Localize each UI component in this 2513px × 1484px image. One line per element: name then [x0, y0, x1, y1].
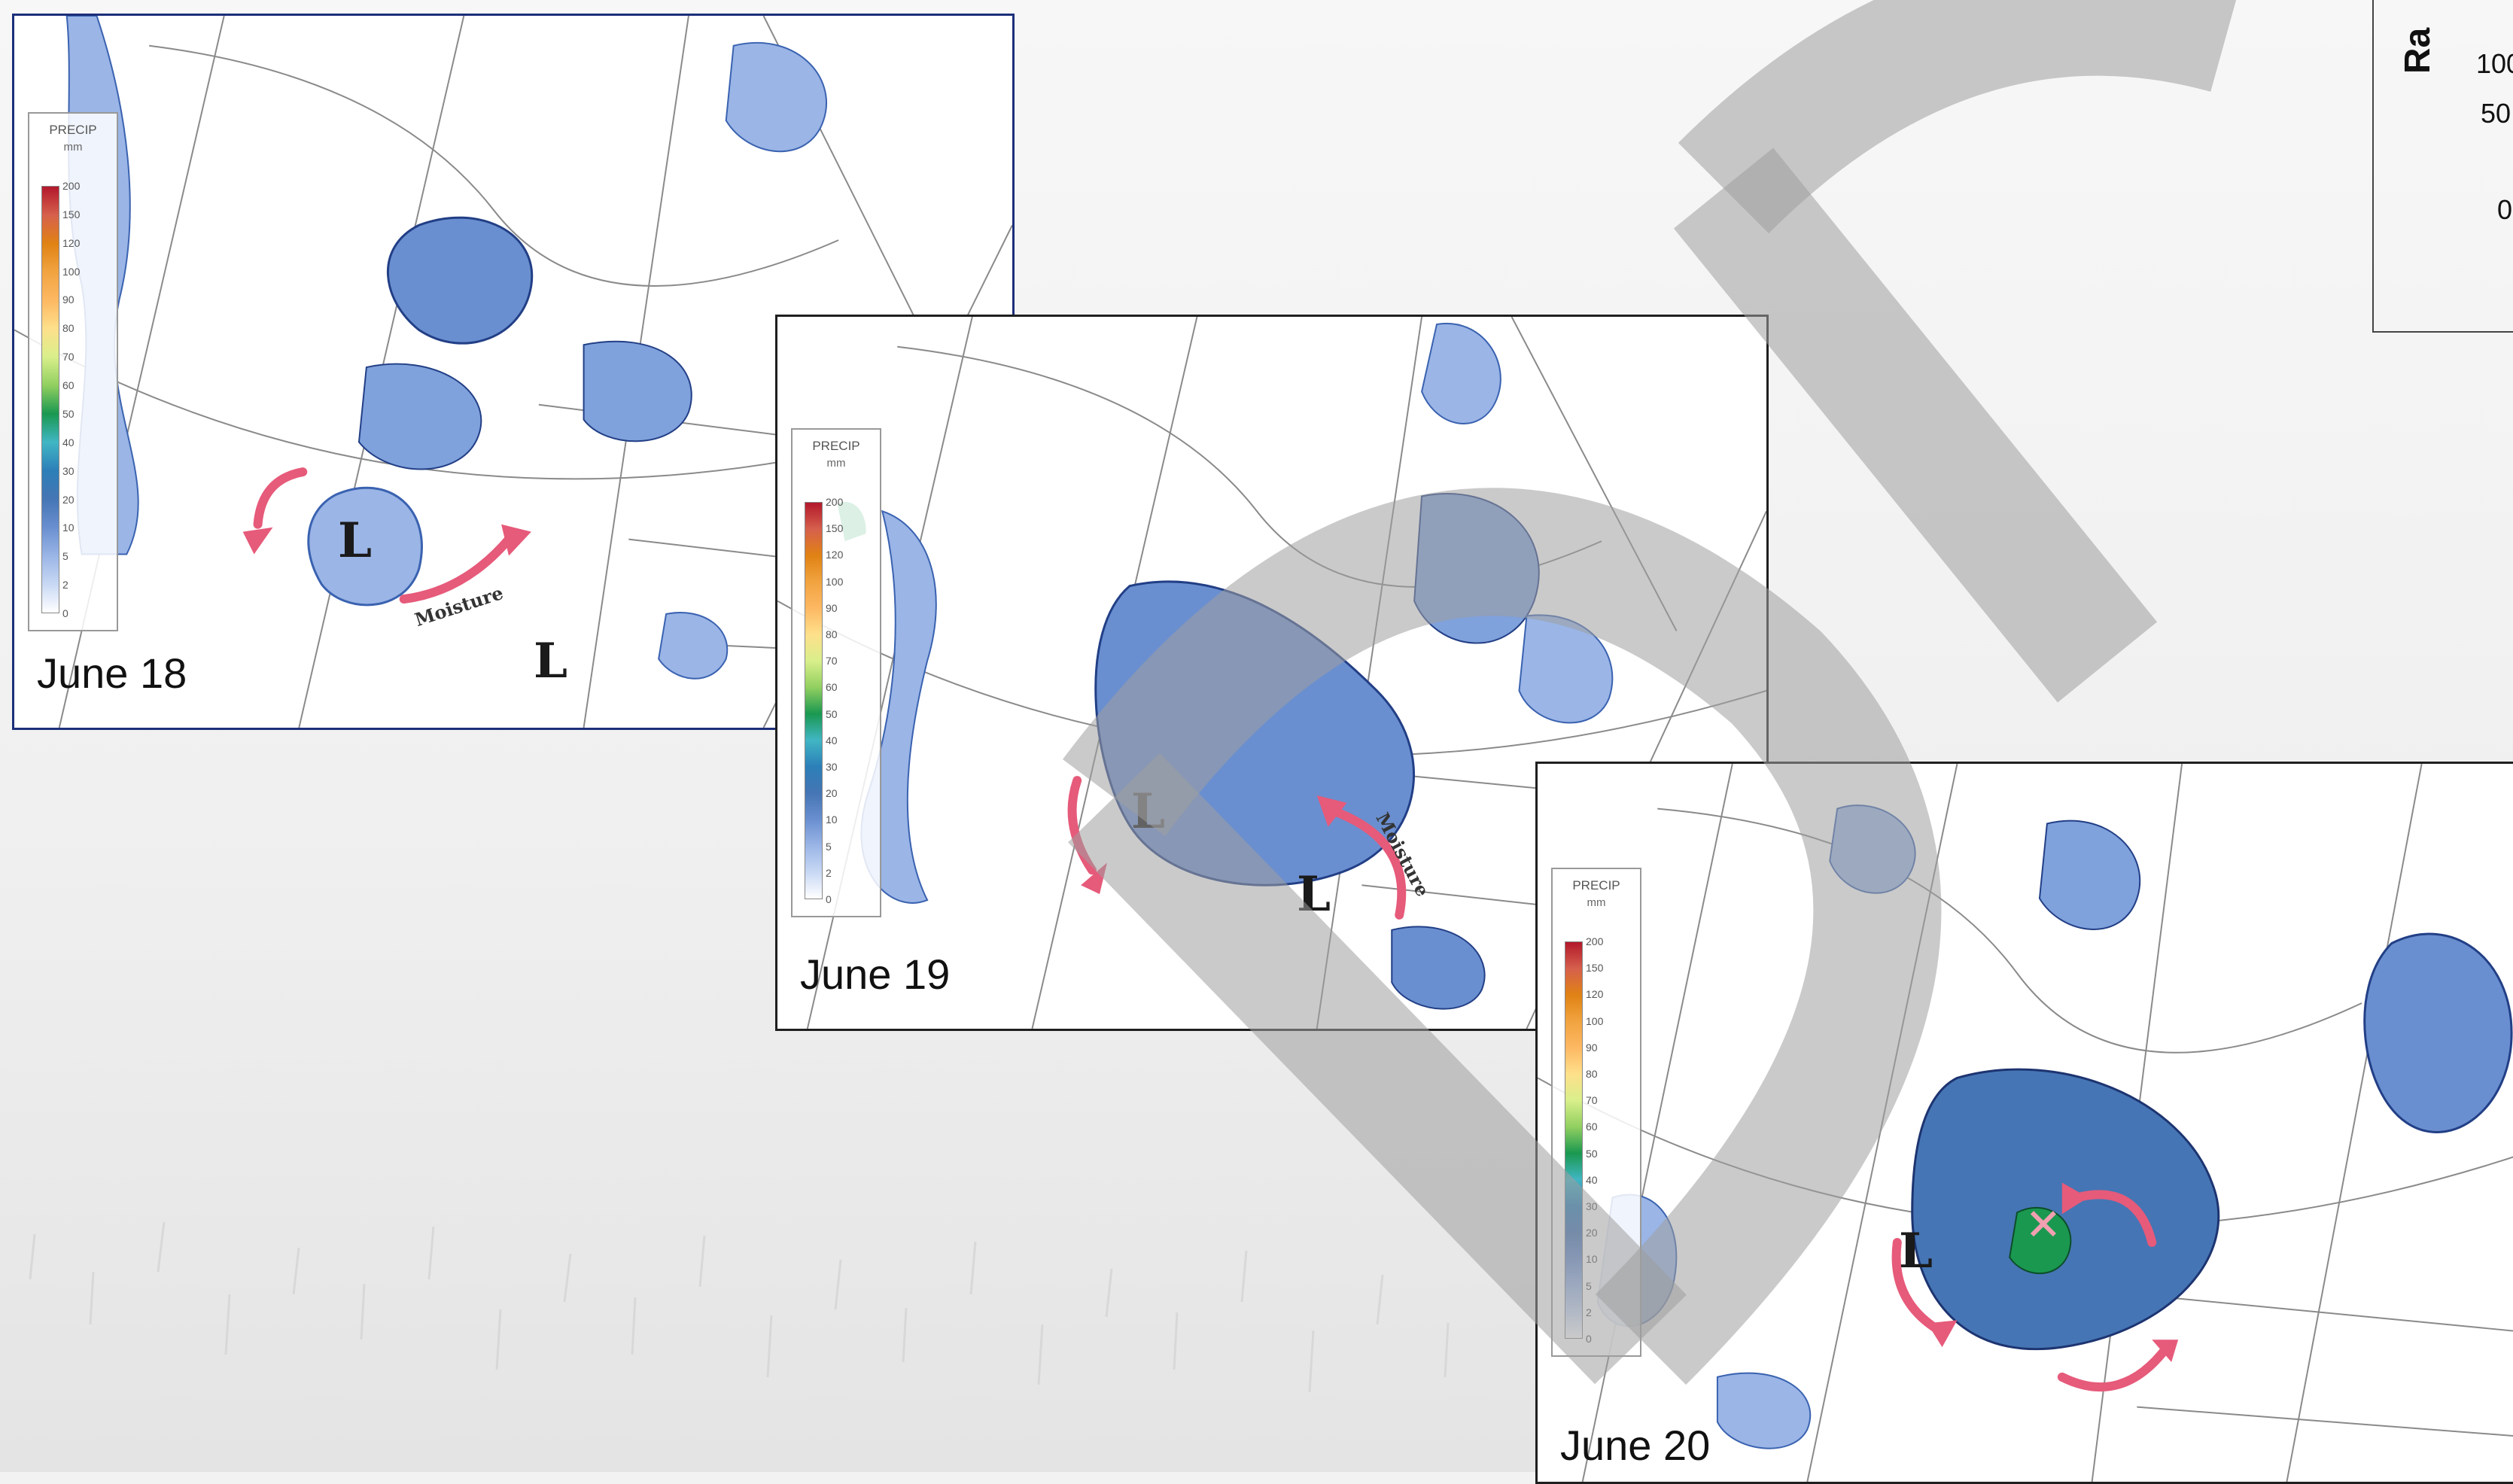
legend-tick-label: 2 — [62, 579, 68, 591]
legend-tick-label: 70 — [1586, 1094, 1598, 1107]
legend-tick-label: 80 — [62, 322, 75, 335]
legend-tick-label: 40 — [62, 436, 75, 449]
low-pressure-label: L — [1899, 1223, 1933, 1279]
legend-tick-label: 90 — [826, 601, 838, 614]
legend-ticks: 200 150 120 100 90 80 70 60 50 40 30 20 10 5 2 0 — [1586, 936, 1638, 1344]
legend-tick-label: 50 — [826, 707, 838, 720]
legend-tick-label: 0 — [826, 893, 832, 905]
legend-tick-label: 100 — [1586, 1014, 1604, 1027]
legend-unit: mm — [63, 141, 83, 154]
legend-tick-label: 100 — [826, 575, 844, 588]
legend-tick-label: 200 — [1586, 935, 1604, 947]
legend-ticks: 200 150 120 100 90 80 70 60 50 40 30 20 10 5 2 0 — [62, 181, 115, 619]
legend-tick-label: 90 — [1586, 1041, 1598, 1054]
legend-tick-label: 60 — [826, 681, 838, 694]
legend-tick-label: 10 — [1586, 1253, 1598, 1266]
legend-tick-label: 30 — [826, 761, 838, 773]
axis-tick: 100 — [2476, 48, 2513, 79]
legend-ticks: 200 150 120 100 90 80 70 60 50 40 30 20 10 5 2 0 — [826, 497, 878, 905]
legend-tick-label: 120 — [62, 236, 81, 249]
legend-tick-label: 40 — [1586, 1173, 1598, 1186]
legend-colorbar — [41, 186, 59, 613]
precip-map — [1538, 764, 2513, 1482]
legend-tick-label: 150 — [62, 208, 81, 220]
low-pressure-label: L — [1131, 783, 1165, 840]
date-label: June 20 — [1560, 1422, 1711, 1469]
legend-tick-label: 120 — [826, 549, 844, 561]
legend-title: PRECIP — [49, 123, 97, 137]
legend-tick-label: 80 — [1586, 1068, 1598, 1080]
legend-tick-label: 30 — [62, 464, 75, 477]
legend-tick-label: 5 — [1586, 1279, 1592, 1292]
axis-tick: 0 — [2497, 194, 2513, 225]
precip-legend: PRECIP mm 200 150 120 100 90 80 70 60 50 40 30 20 10… — [1551, 868, 1641, 1357]
date-label: June 19 — [800, 950, 951, 998]
cropped-chart-frame — [2372, 0, 2513, 333]
legend-tick-label: 50 — [1586, 1147, 1598, 1160]
precip-legend: PRECIP mm 200 150 120 100 90 80 70 60 50 40 30 20 10… — [28, 112, 118, 631]
legend-colorbar — [805, 502, 823, 899]
legend-tick-label: 200 — [826, 496, 844, 508]
legend-tick-label: 120 — [1586, 988, 1604, 1001]
legend-title: PRECIP — [1572, 878, 1620, 893]
legend-tick-label: 2 — [826, 866, 832, 879]
legend-tick-label: 80 — [826, 628, 838, 640]
axis-title-fragment: Ra — [2398, 27, 2438, 75]
legend-tick-label: 70 — [62, 351, 75, 363]
low-pressure-label: L — [534, 633, 567, 689]
legend-tick-label: 150 — [1586, 962, 1604, 975]
axis-tick: 50 — [2481, 98, 2511, 129]
legend-tick-label: 90 — [62, 293, 75, 306]
legend-tick-label: 150 — [826, 522, 844, 535]
legend-tick-label: 0 — [1586, 1333, 1592, 1345]
legend-tick-label: 60 — [1586, 1121, 1598, 1133]
legend-tick-label: 40 — [826, 734, 838, 747]
legend-tick-label: 20 — [62, 493, 75, 506]
low-pressure-label: L — [1297, 866, 1331, 923]
low-pressure-label: L — [338, 512, 372, 569]
legend-tick-label: 100 — [62, 265, 81, 278]
legend-tick-label: 5 — [826, 840, 832, 853]
legend-colorbar — [1565, 941, 1583, 1339]
legend-tick-label: 0 — [62, 607, 68, 619]
map-panel-june-20: L PRECIP mm 200 150 120 100 90 80 70 60 50 40 30 20… — [1535, 762, 2513, 1484]
legend-tick-label: 70 — [826, 655, 838, 667]
precip-legend: PRECIP mm 200 150 120 100 90 80 70 60 50 40 30 20 10… — [791, 428, 881, 917]
legend-tick-label: 30 — [1586, 1200, 1598, 1212]
legend-tick-label: 50 — [62, 407, 75, 420]
legend-tick-label: 10 — [62, 522, 75, 534]
legend-tick-label: 20 — [826, 787, 838, 800]
legend-unit: mm — [826, 457, 846, 470]
date-label: June 18 — [37, 649, 187, 697]
legend-tick-label: 60 — [62, 379, 75, 392]
legend-tick-label: 2 — [1586, 1306, 1592, 1318]
legend-title: PRECIP — [812, 439, 860, 453]
legend-tick-label: 5 — [62, 550, 68, 563]
legend-unit: mm — [1587, 896, 1606, 909]
legend-tick-label: 20 — [1586, 1227, 1598, 1239]
legend-tick-label: 200 — [62, 180, 81, 192]
legend-tick-label: 10 — [826, 813, 838, 826]
